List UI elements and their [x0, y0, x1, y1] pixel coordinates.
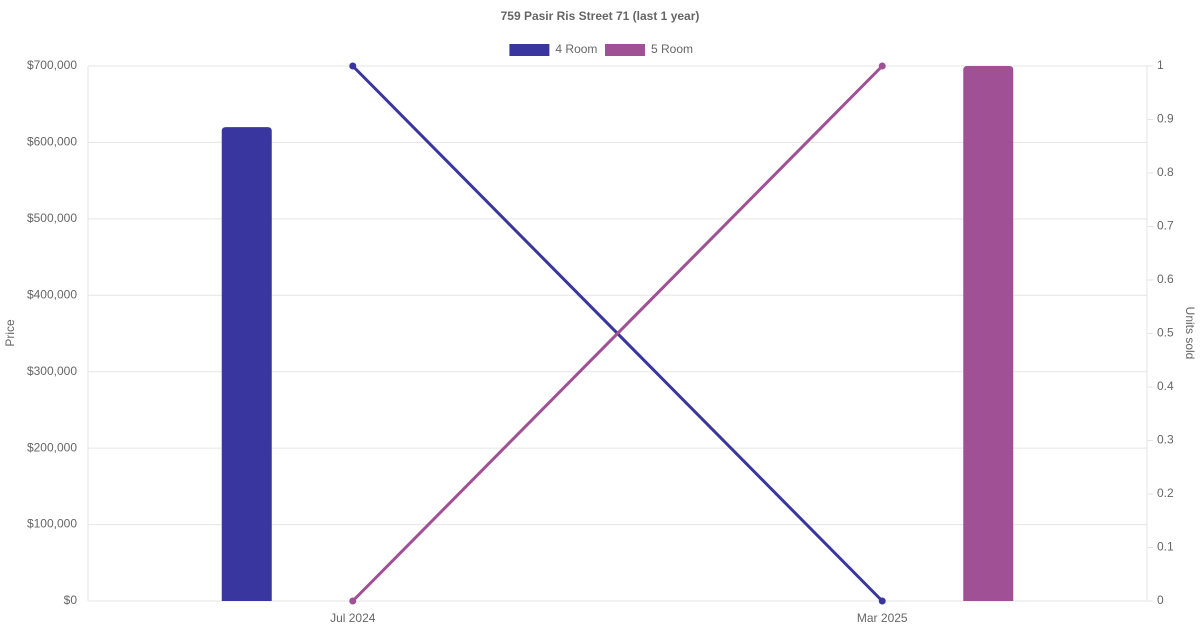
y2-axis-title: Units sold: [1183, 307, 1197, 360]
y2-tick-label: 0: [1157, 593, 1164, 607]
y2-tick-label: 0.5: [1157, 326, 1174, 340]
legend-swatch: [605, 44, 645, 56]
point: [878, 62, 886, 70]
y-tick-label: $600,000: [27, 135, 77, 149]
legend-label: 5 Room: [651, 42, 693, 56]
y-axis-title: Price: [3, 319, 17, 347]
y-tick-label: $0: [64, 593, 78, 607]
y2-tick-label: 0.9: [1157, 112, 1174, 126]
x-tick-label: Jul 2024: [330, 611, 376, 625]
y2-tick-label: 0.6: [1157, 272, 1174, 286]
x-tick-label: Mar 2025: [857, 611, 908, 625]
y2-tick-label: 0.4: [1157, 379, 1174, 393]
y2-tick-label: 1: [1157, 58, 1164, 72]
point: [349, 597, 357, 605]
y-tick-label: $400,000: [27, 287, 77, 301]
chart-title: 759 Pasir Ris Street 71 (last 1 year): [501, 9, 700, 23]
y2-tick-label: 0.2: [1157, 486, 1174, 500]
point: [349, 62, 357, 70]
point: [878, 597, 886, 605]
bar: [963, 66, 1014, 601]
legend-swatch: [509, 44, 550, 56]
y-tick-label: $300,000: [27, 364, 77, 378]
y2-tick-label: 0.3: [1157, 433, 1174, 447]
legend-label: 4 Room: [555, 42, 597, 56]
y-tick-label: $500,000: [27, 211, 77, 225]
y-tick-label: $700,000: [27, 58, 77, 72]
bar: [221, 127, 272, 602]
y-tick-label: $100,000: [27, 517, 77, 531]
y2-tick-label: 0.1: [1157, 540, 1174, 554]
y-tick-label: $200,000: [27, 440, 77, 454]
y2-tick-label: 0.7: [1157, 219, 1174, 233]
line: [351, 64, 884, 603]
y2-tick-label: 0.8: [1157, 165, 1174, 179]
